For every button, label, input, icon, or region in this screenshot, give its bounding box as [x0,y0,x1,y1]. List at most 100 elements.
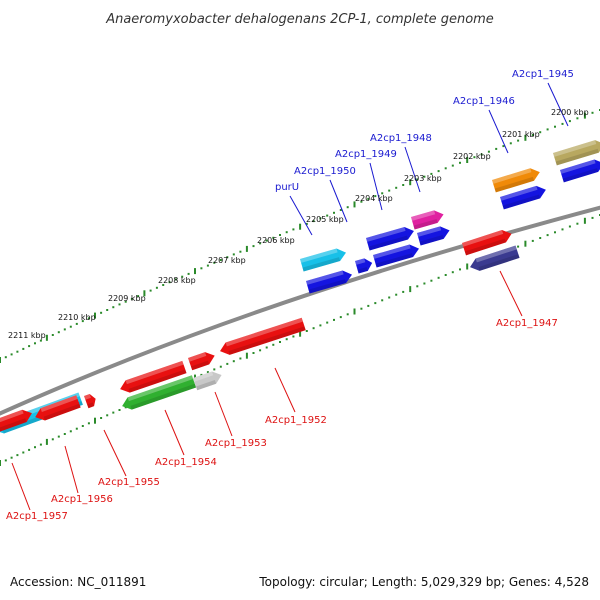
feature-a2cp1-1955 [84,393,96,409]
minor-tick [305,222,308,225]
leader-line [214,391,233,437]
gene-labels: A2cp1_1945 A2cp1_1946 A2cp1_1948 A2cp1_1949… [6,69,574,522]
minor-tick [34,446,36,449]
minor-tick [259,349,262,352]
minor-tick [272,343,275,346]
feature-a2cp1-1947 [470,245,520,271]
tick-label: 2203 kbp [404,174,442,183]
minor-tick [388,189,391,192]
minor-tick [285,231,288,234]
minor-tick [459,268,461,271]
minor-tick [22,347,25,350]
feature-pur-u [300,248,347,272]
minor-tick [106,414,109,417]
minor-tick [155,286,158,289]
minor-tick [416,285,419,288]
leader-line [369,162,383,211]
minor-tick [395,293,398,296]
gene-label: A2cp1_1950 [294,166,356,177]
major-tick [194,268,196,275]
minor-tick [381,192,384,195]
minor-tick [87,317,90,320]
minor-tick [554,231,556,234]
major-tick [45,334,48,341]
minor-tick [265,239,268,242]
minor-tick [423,175,426,178]
genome-backbone [0,205,600,416]
tick-label: 2209 kbp [108,294,146,303]
minor-tick [124,300,127,303]
minor-tick [388,296,391,299]
minor-tick [162,284,165,286]
minor-tick [252,352,255,354]
major-tick [353,201,356,208]
feature-a2cp1-1952 [220,317,306,355]
minor-tick [487,150,490,153]
major-tick [0,357,1,363]
tick-label: 2210 kbp [58,313,96,322]
minor-tick [149,289,152,292]
minor-tick [502,145,505,148]
feature-a2cp1-1957 [0,409,32,433]
minor-tick [444,167,447,170]
leader-line [164,409,185,456]
minor-tick [531,239,534,242]
minor-tick [112,411,115,414]
minor-tick [272,236,275,239]
minor-tick [346,206,349,209]
major-tick [583,217,586,224]
minor-tick [374,195,377,198]
feature-gray [193,371,222,391]
minor-tick [305,330,308,332]
major-tick [299,330,302,337]
minor-tick [69,430,72,433]
minor-tick [333,318,335,321]
minor-tick [206,371,209,374]
feature-blue-2 [417,226,450,246]
gene-label: purU [275,182,299,193]
label-leaders [11,82,569,511]
minor-tick [174,278,177,281]
major-tick [353,308,356,315]
leader-line [329,179,348,223]
minor-tick [206,264,209,267]
minor-tick [591,111,594,114]
minor-tick [213,368,216,371]
tick-labels: 2200 kbp 2201 kbp 2202 kbp 2203 kbp 2204 kbp… [8,108,589,340]
minor-tick [4,459,7,462]
minor-tick [219,259,222,261]
minor-tick [402,290,405,293]
minor-tick [495,147,498,150]
minor-tick [554,125,556,128]
gene-label: A2cp1_1955 [98,477,160,488]
minor-tick [517,139,520,142]
minor-tick [576,222,579,225]
upper-tick-ring [0,109,600,363]
minor-tick [451,164,454,167]
minor-tick [28,448,31,451]
gene-label: A2cp1_1953 [205,438,267,449]
minor-tick [367,197,370,200]
tick-label: 2204 kbp [355,194,393,203]
minor-tick [81,425,84,427]
tick-label: 2207 kbp [208,256,246,265]
minor-tick [39,339,42,342]
accession-text: Accession: NC_011891 [10,575,146,589]
gene-features [0,140,600,434]
minor-tick [546,234,549,237]
map-title: Anaeromyxobacter dehalogenans 2CP-1, com… [105,12,494,27]
feature-red-1 [35,395,81,421]
gene-label: A2cp1_1954 [155,457,217,468]
minor-tick [285,338,288,341]
minor-tick [319,217,322,220]
minor-tick [381,299,384,302]
minor-tick [473,156,476,159]
feature-a2cp1-1946 [492,168,540,193]
minor-tick [10,456,13,459]
feature-red-2 [188,352,215,371]
major-tick [245,352,248,359]
minor-tick [437,276,440,279]
minor-tick [200,267,203,270]
minor-tick [232,360,235,363]
